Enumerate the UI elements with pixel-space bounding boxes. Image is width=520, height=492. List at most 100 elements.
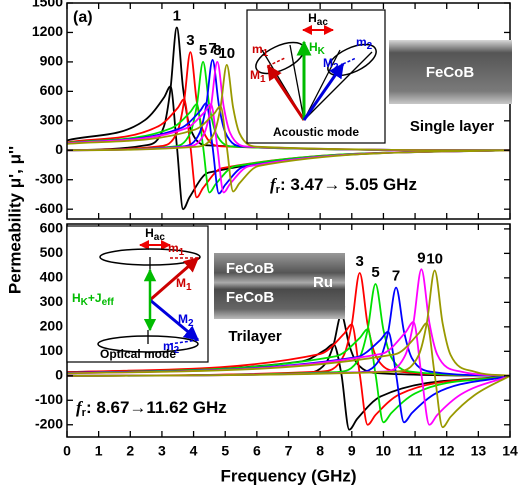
x-tick-label: 13 [471,443,487,459]
y-tick-label: 600 [40,220,64,236]
curve-label: 5 [199,42,207,59]
label-part: M [176,276,186,290]
label-part: M [323,56,333,70]
label-sub: K [81,297,89,308]
M1-label: M1 [176,276,192,292]
M2-label: M2 [178,312,194,328]
field-label: Hac [145,226,165,242]
cone-line [303,49,341,121]
curve [66,269,511,377]
x-tick-label: 0 [63,443,71,459]
fr-annotation: fr: 8.67→11.62 GHz [76,398,227,419]
tem-image [389,40,512,104]
x-tick-label: 11 [408,443,423,459]
image-caption: Single layer [410,118,494,135]
y-tick-label: 500 [40,244,64,260]
label-part: H [309,40,318,54]
curve-label: 10 [218,45,235,62]
y-tick-label: 0 [55,366,63,382]
m1-label: m1 [168,241,185,257]
optical-inset: Hac m1 M1 HK+Jeff M2 m2 Optical mode [66,225,209,363]
acoustic-inset: Hac m1 M1 HK M2 m2 Acoustic mode [246,9,386,144]
label-part: M [178,312,188,326]
label-sub: ac [154,232,166,243]
curve [66,321,511,426]
m2-arrow [302,62,345,121]
label-part: +J [88,291,102,305]
y-tick-label: 400 [40,269,64,285]
label-sub: 2 [188,318,194,329]
y-tick-label: 300 [40,112,64,128]
annotation-sub: r [276,184,281,196]
curve-label: 5 [371,264,379,281]
label-part: m [163,339,174,353]
y-tick-label: -600 [35,200,63,216]
x-tick-label: 7 [285,443,293,459]
label-part: M [250,68,260,82]
x-tick-label: 12 [439,443,455,459]
image-caption: Trilayer [228,328,282,345]
m1-arrow [149,256,200,302]
y-tick-label: -100 [35,391,63,407]
label-sub: 1 [263,48,269,59]
panel-label: (a) [73,9,93,26]
fr-annotation: fr: 3.47→ 5.05 GHz [270,175,417,196]
curve-label: 3 [186,32,194,49]
label-sub: 1 [179,247,185,258]
label-part: H [308,11,317,25]
precession-orbit [327,43,377,77]
mode-label: Optical mode [100,347,176,361]
layer-label: FeCoB [426,64,475,81]
m1-label: m1 [252,42,269,58]
x-tick-label: 14 [502,443,518,459]
label-part: H [145,226,154,240]
label-sub: K [318,46,326,57]
curve-label: 9 [417,249,425,266]
curve-label: 7 [208,40,216,57]
curve-label: 10 [426,250,443,267]
label-part: m [356,35,367,49]
label-sub: 2 [333,62,339,73]
y-tick-label: 1200 [32,23,63,39]
m1-arrow [266,64,306,121]
m1-dash [267,57,286,67]
cone-line [289,44,305,121]
label-sub: 2 [174,345,180,356]
label-sub: 1 [186,282,192,293]
label-sub: 2 [367,41,373,52]
single-layer-image: FeCoB Single layer [389,40,512,135]
annotation-text: : 8.67→11.62 GHz [86,398,227,417]
y-tick-label: 900 [40,53,64,69]
y-axis-label: Permeability μ', μ'' [5,146,24,294]
M2-label: M2 [323,56,339,72]
x-tick-label: 10 [376,443,392,459]
y-tick-label: 1500 [32,0,63,10]
y-tick-label: 100 [40,342,64,358]
x-tick-label: 4 [190,443,198,459]
hk-label: HK [309,40,326,56]
y-tick-label: 300 [40,293,64,309]
layer-label: Ru [313,274,333,291]
curve-label: 8 [213,42,221,59]
layer-label: FeCoB [226,260,275,277]
M1-label: M1 [250,68,266,84]
layer-label: FeCoB [226,289,275,306]
cone-line [303,51,373,121]
x-tick-label: 2 [126,443,134,459]
y-tick-label: 0 [55,141,63,157]
x-tick-label: 8 [316,443,324,459]
m2-label: m2 [356,35,373,51]
field-label: Hac [308,11,328,27]
annotation-symbol: f [76,398,84,417]
y-tick-label: 600 [40,82,64,98]
label-part: m [252,42,263,56]
curve [66,322,511,429]
curve [66,105,511,193]
curve-label: 1 [173,8,181,25]
y-tick-label: -300 [35,170,63,186]
x-tick-label: 9 [348,443,356,459]
x-tick-label: 3 [158,443,166,459]
annotation-text: : 3.47→ 5.05 GHz [280,175,417,194]
label-sub: ac [317,17,329,28]
